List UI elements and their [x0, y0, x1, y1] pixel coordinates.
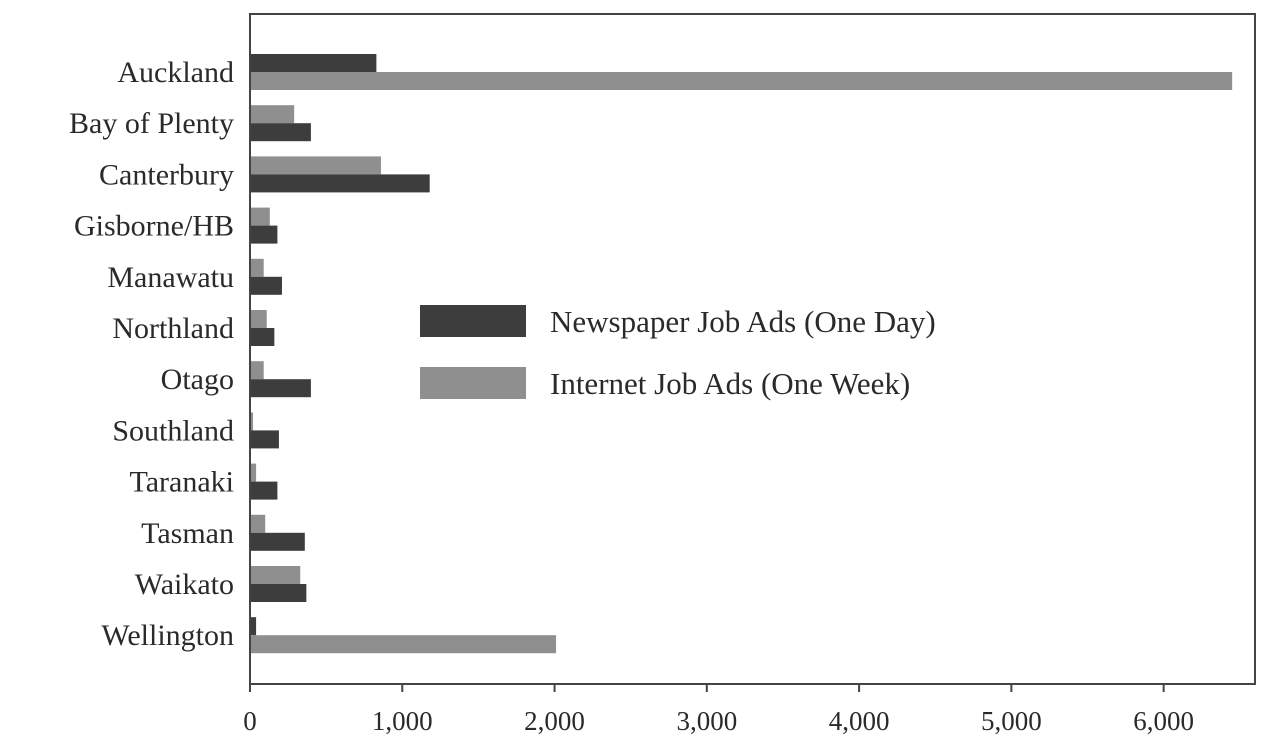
x-tick-label: 0 [243, 706, 257, 736]
internet-bar [251, 310, 267, 328]
newspaper-bar [251, 328, 275, 346]
category-label: Taranaki [129, 466, 234, 499]
newspaper-bar [251, 532, 305, 551]
legend-label-newspaper: Newspaper Job Ads (One Day) [550, 304, 936, 339]
legend-swatch-internet [420, 367, 526, 399]
internet-bar [251, 412, 254, 431]
category-label: Manawatu [107, 261, 234, 294]
x-axis-ticks-group: 0 1,000 2,000 3,000 4,000 5,000 6,000 [243, 684, 1194, 736]
internet-bar [251, 72, 1233, 90]
newspaper-bar [251, 617, 257, 636]
internet-bar [251, 463, 257, 482]
internet-bar [251, 361, 264, 380]
x-tick-label: 4,000 [829, 706, 890, 736]
category-label: Bay of Plenty [69, 107, 234, 140]
category-label: Otago [161, 363, 234, 396]
category-label: Auckland [117, 56, 234, 89]
legend: Newspaper Job Ads (One Day) Internet Job… [420, 304, 936, 401]
newspaper-bar [251, 174, 430, 193]
category-label: Waikato [135, 568, 234, 601]
legend-label-internet: Internet Job Ads (One Week) [550, 366, 910, 401]
category-label: Tasman [141, 517, 234, 550]
newspaper-bar [251, 225, 278, 244]
category-label: Northland [112, 312, 234, 345]
x-tick-label: 1,000 [372, 706, 433, 736]
category-label: Gisborne/HB [74, 210, 234, 243]
newspaper-bar [251, 481, 278, 500]
newspaper-bar [251, 430, 279, 449]
newspaper-bar [251, 379, 311, 398]
category-labels-group: Auckland Bay of Plenty Canterbury Gisborne/… [69, 56, 234, 652]
internet-bar [251, 105, 295, 124]
x-tick-label: 6,000 [1133, 706, 1194, 736]
plot-area [249, 13, 1256, 685]
x-tick-label: 3,000 [676, 706, 737, 736]
category-label: Southland [112, 414, 234, 447]
newspaper-bar [251, 276, 282, 295]
x-tick-label: 2,000 [524, 706, 585, 736]
category-label: Wellington [101, 619, 234, 652]
internet-bar [251, 566, 301, 584]
internet-bar [251, 258, 264, 277]
internet-bar [251, 156, 381, 175]
internet-bar [251, 635, 557, 654]
x-tick-label: 5,000 [981, 706, 1042, 736]
newspaper-bar [251, 54, 377, 72]
legend-swatch-newspaper [420, 305, 526, 337]
internet-bar [251, 207, 270, 226]
bars-group [251, 54, 1233, 654]
newspaper-bar [251, 584, 307, 602]
newspaper-bar [251, 123, 311, 142]
category-label: Canterbury [99, 158, 234, 191]
plot-frame [249, 13, 1256, 685]
internet-bar [251, 514, 266, 533]
